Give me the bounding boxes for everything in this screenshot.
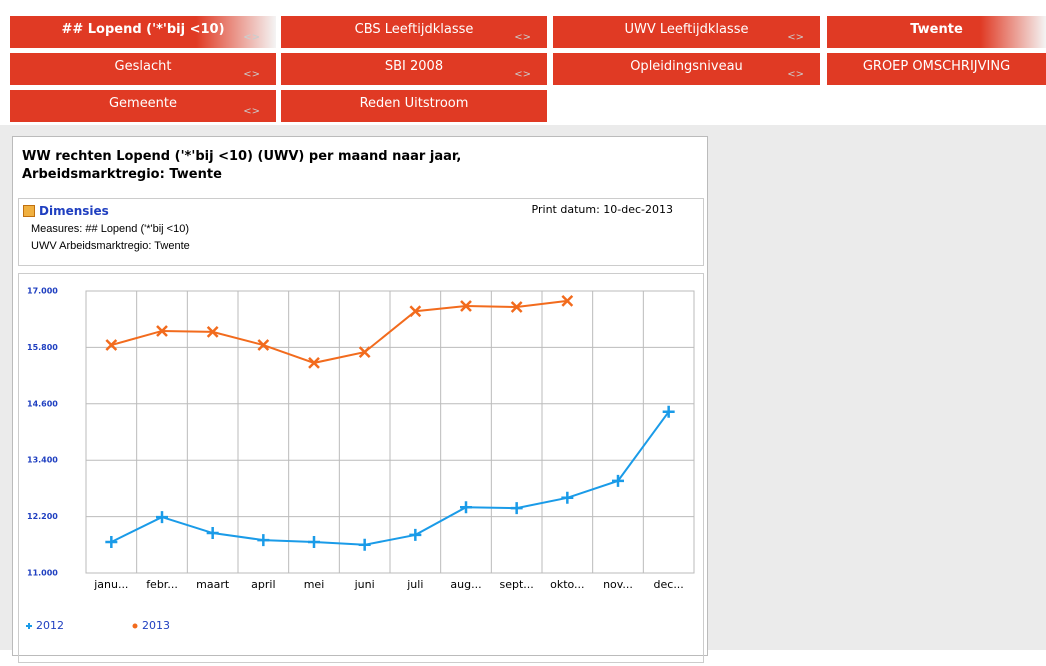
dimensions-heading[interactable]: Dimensies xyxy=(39,204,109,218)
dimensions-box: Dimensies Print datum: 10-dec-2013 Measu… xyxy=(18,198,704,266)
dimension-tab[interactable]: SBI 2008 <> xyxy=(281,53,547,85)
legend-marker xyxy=(26,623,32,629)
dimension-line: UWV Arbeidsmarktregio: Twente xyxy=(31,240,190,252)
x-tick-label: febr... xyxy=(146,578,178,591)
data-point xyxy=(358,538,371,551)
data-point xyxy=(510,502,523,515)
tab-label: UWV Leeftijdklasse xyxy=(624,22,749,37)
dimension-tab[interactable]: Geslacht <> xyxy=(10,53,276,85)
report-title: WW rechten Lopend ('*'bij <10) (UWV) per… xyxy=(22,149,462,164)
x-tick-label: juli xyxy=(406,578,423,591)
x-tick-label: nov... xyxy=(603,578,633,591)
tab-label: Twente xyxy=(910,22,963,37)
data-point xyxy=(662,405,675,418)
x-tick-label: janu... xyxy=(93,578,128,591)
y-tick-label: 13.400 xyxy=(27,456,58,465)
data-point xyxy=(206,527,219,540)
x-tick-label: aug... xyxy=(450,578,481,591)
tab-label: GROEP OMSCHRIJVING xyxy=(862,59,1011,74)
data-point xyxy=(257,534,270,547)
legend-label: 2012 xyxy=(36,619,64,632)
grid-icon xyxy=(23,205,35,217)
x-tick-label: sept... xyxy=(500,578,534,591)
dimension-tab[interactable]: UWV Leeftijdklasse <> xyxy=(553,16,820,48)
series-line xyxy=(110,411,670,546)
data-point xyxy=(308,357,320,369)
dimension-tab[interactable]: GROEP OMSCHRIJVING xyxy=(827,53,1046,85)
data-point xyxy=(308,535,320,548)
dimension-tab[interactable]: CBS Leeftijdklasse <> xyxy=(281,16,547,48)
y-tick-label: 17.000 xyxy=(27,287,58,296)
report-panel: WW rechten Lopend ('*'bij <10) (UWV) per… xyxy=(12,136,708,663)
swap-icon[interactable]: <> xyxy=(243,106,260,117)
swap-icon[interactable]: <> xyxy=(787,32,804,43)
data-point xyxy=(257,339,270,351)
tab-label: Gemeente xyxy=(108,96,178,111)
swap-icon[interactable]: <> xyxy=(243,69,260,80)
y-tick-label: 12.200 xyxy=(27,512,58,521)
data-point xyxy=(612,474,624,487)
swap-icon[interactable]: <> xyxy=(514,32,531,43)
data-point xyxy=(105,339,118,351)
x-tick-label: dec... xyxy=(654,578,684,591)
data-point xyxy=(105,535,118,548)
y-tick-label: 15.800 xyxy=(27,343,58,352)
x-tick-label: maart xyxy=(196,578,230,591)
swap-icon[interactable]: <> xyxy=(514,69,531,80)
chart: 11.000 12.200 13.400 14.600 15.800 17.000 janu… xyxy=(26,287,695,632)
legend-marker xyxy=(132,623,138,629)
print-date: Print datum: 10-dec-2013 xyxy=(531,203,673,216)
data-point xyxy=(358,346,371,358)
tab-label: Reden Uitstroom xyxy=(359,96,469,111)
y-tick-label: 11.000 xyxy=(27,569,58,578)
swap-icon[interactable]: <> xyxy=(243,32,260,43)
dimension-tab[interactable]: Twente xyxy=(827,16,1046,48)
x-tick-label: juni xyxy=(354,578,375,591)
dimension-tab[interactable]: Reden Uitstroom xyxy=(281,90,547,122)
tab-label: SBI 2008 xyxy=(384,59,444,74)
y-tick-label: 14.600 xyxy=(27,399,58,408)
data-point xyxy=(409,528,422,541)
chart-box: 11.000 12.200 13.400 14.600 15.800 17.000 janu… xyxy=(18,273,704,663)
data-point xyxy=(156,325,168,337)
dimension-tab[interactable]: ## Lopend ('*'bij <10) <> xyxy=(10,16,276,48)
x-tick-label: okto... xyxy=(550,578,584,591)
x-tick-label: mei xyxy=(304,578,325,591)
dimension-line: Measures: ## Lopend ('*'bij <10) xyxy=(31,223,189,235)
data-point xyxy=(561,491,574,504)
swap-icon[interactable]: <> xyxy=(787,69,804,80)
tab-label: ## Lopend ('*'bij <10) xyxy=(61,22,225,37)
data-point xyxy=(510,301,523,313)
series-line xyxy=(111,299,568,364)
data-point xyxy=(561,294,574,307)
data-point xyxy=(156,511,168,524)
page: {"tabs": ["## Lopend ('*'bij <10)", "CBS… xyxy=(0,16,1046,663)
data-point xyxy=(460,300,472,312)
data-point xyxy=(460,501,472,514)
data-point xyxy=(206,326,219,338)
dimension-tab[interactable]: Opleidingsniveau <> xyxy=(553,53,820,85)
tab-label: Opleidingsniveau xyxy=(630,59,743,74)
tab-label: Geslacht xyxy=(114,59,172,74)
x-tick-label: april xyxy=(251,578,275,591)
tab-label: CBS Leeftijdklasse xyxy=(354,22,474,37)
app: ## Lopend ('*'bij <10) <> CBS Leeftijdklas… xyxy=(0,16,1046,663)
data-point xyxy=(409,305,422,318)
report-title: Arbeidsmarktregio: Twente xyxy=(22,167,222,182)
legend-label: 2013 xyxy=(142,619,170,632)
dimension-tab[interactable]: Gemeente <> xyxy=(10,90,276,122)
